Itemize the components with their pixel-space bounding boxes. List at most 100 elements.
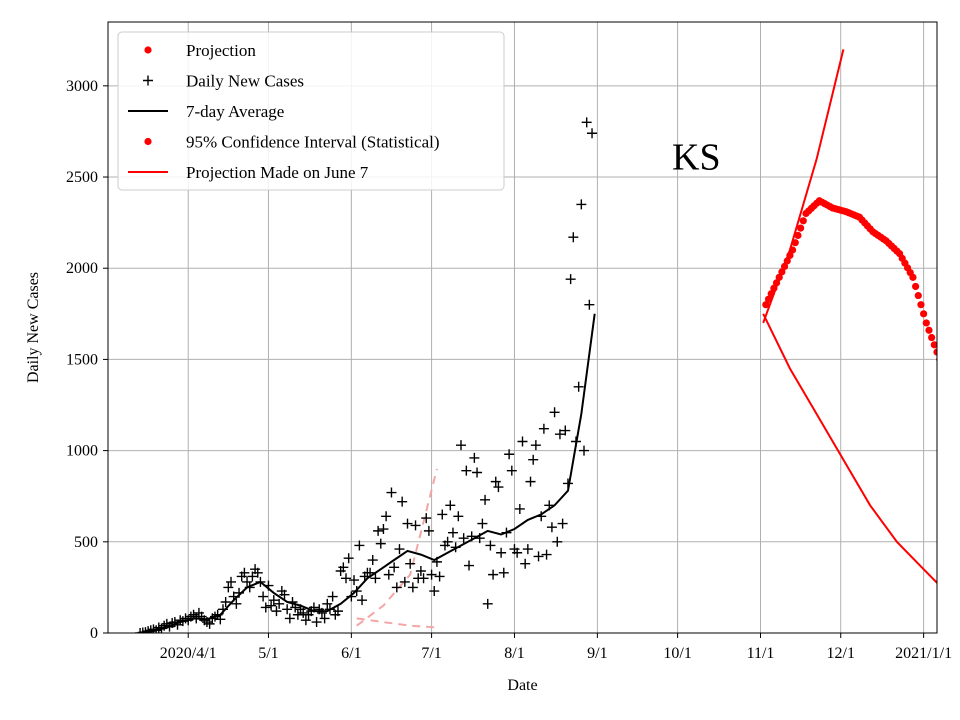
legend-label-projection: Projection bbox=[186, 41, 256, 60]
daily-case-point bbox=[517, 436, 528, 447]
daily-case-point bbox=[410, 520, 421, 531]
daily-case-point bbox=[557, 518, 568, 529]
daily-case-point bbox=[437, 509, 448, 520]
daily-case-point bbox=[450, 542, 461, 553]
projection-point bbox=[797, 224, 805, 232]
daily-case-point bbox=[260, 602, 271, 613]
daily-case-point bbox=[423, 525, 434, 536]
projection-point bbox=[909, 273, 917, 281]
projection-point bbox=[917, 301, 925, 309]
daily-case-point bbox=[458, 533, 469, 544]
daily-case-point bbox=[397, 496, 408, 507]
daily-case-point bbox=[266, 600, 277, 611]
daily-case-point bbox=[405, 558, 416, 569]
legend: Projection Daily New Cases 7-day Average 95… bbox=[117, 31, 505, 191]
legend-label-daily: Daily New Cases bbox=[186, 72, 304, 91]
daily-case-point bbox=[343, 553, 354, 564]
projection-point bbox=[788, 246, 797, 254]
daily-case-point bbox=[378, 524, 389, 535]
daily-case-point bbox=[322, 598, 333, 609]
daily-case-point bbox=[584, 299, 595, 310]
daily-case-point bbox=[327, 591, 338, 602]
daily-case-point bbox=[426, 569, 437, 580]
daily-case-point bbox=[386, 487, 397, 498]
daily-case-point bbox=[538, 423, 549, 434]
legend-marker-projection bbox=[144, 46, 152, 54]
daily-case-point bbox=[512, 547, 523, 558]
y-tick-label: 2500 bbox=[66, 169, 98, 186]
daily-case-point bbox=[525, 476, 536, 487]
y-tick-label: 3000 bbox=[66, 78, 98, 95]
daily-case-point bbox=[191, 613, 202, 624]
daily-case-point bbox=[562, 478, 573, 489]
daily-case-point bbox=[530, 440, 541, 451]
daily-case-point bbox=[252, 567, 263, 578]
daily-case-point bbox=[234, 587, 245, 598]
daily-case-point bbox=[536, 511, 547, 522]
daily-case-point bbox=[570, 436, 581, 447]
daily-case-point bbox=[223, 582, 234, 593]
x-tick-label: 7/1 bbox=[421, 645, 441, 662]
projection-point bbox=[770, 284, 778, 292]
daily-case-point bbox=[442, 536, 453, 547]
daily-case-point bbox=[391, 582, 402, 593]
daily-case-point bbox=[482, 598, 493, 609]
x-axis-label: Date bbox=[507, 677, 537, 694]
daily-case-point bbox=[324, 604, 335, 615]
daily-case-point bbox=[239, 567, 250, 578]
projection-point bbox=[939, 361, 946, 368]
daily-case-point bbox=[244, 582, 255, 593]
legend-marker-daily bbox=[143, 75, 153, 86]
daily-case-point bbox=[226, 576, 237, 587]
daily-case-point bbox=[533, 551, 544, 562]
daily-case-point bbox=[332, 606, 343, 617]
avg-7day-line bbox=[139, 313, 596, 633]
daily-case-point bbox=[477, 518, 488, 529]
y-tick-label: 0 bbox=[90, 625, 98, 642]
daily-case-point bbox=[485, 540, 496, 551]
daily-case-point bbox=[204, 618, 215, 629]
daily-case-point bbox=[565, 274, 576, 285]
daily-case-point bbox=[357, 595, 368, 606]
projection-point bbox=[949, 383, 956, 390]
daily-case-point bbox=[587, 128, 598, 139]
projection-point bbox=[941, 367, 948, 374]
projection-point bbox=[912, 282, 920, 291]
daily-case-point bbox=[506, 465, 517, 476]
daily-case-point bbox=[365, 567, 376, 578]
daily-case-point bbox=[217, 604, 228, 615]
daily-case-point bbox=[370, 573, 381, 584]
daily-case-point bbox=[469, 452, 480, 463]
x-tick-label: 2021/1/1 bbox=[895, 645, 952, 662]
daily-case-point bbox=[156, 623, 167, 633]
daily-case-point bbox=[271, 606, 282, 617]
daily-case-point bbox=[434, 571, 445, 582]
daily-case-point bbox=[429, 586, 440, 597]
daily-case-point bbox=[220, 596, 231, 607]
daily-case-point bbox=[341, 573, 352, 584]
daily-case-point bbox=[394, 544, 405, 555]
x-tick-label: 10/1 bbox=[663, 645, 691, 662]
daily-case-point bbox=[282, 604, 293, 615]
daily-case-point bbox=[418, 573, 429, 584]
plot-area-frame bbox=[107, 21, 938, 634]
projection-point bbox=[933, 348, 937, 356]
daily-case-point bbox=[308, 602, 319, 613]
daily-case-point bbox=[431, 556, 442, 567]
state-annotation: KS bbox=[672, 137, 721, 179]
ci-early-upper-line bbox=[356, 468, 438, 627]
x-tick-label: 9/1 bbox=[587, 645, 607, 662]
daily-case-point bbox=[472, 467, 483, 478]
daily-case-point bbox=[554, 429, 565, 440]
daily-case-point bbox=[402, 518, 413, 529]
daily-case-point bbox=[290, 602, 301, 613]
daily-case-point bbox=[300, 615, 311, 626]
daily-case-point bbox=[455, 440, 466, 451]
projection-point bbox=[925, 326, 933, 334]
daily-case-point bbox=[498, 567, 509, 578]
daily-case-point bbox=[504, 449, 515, 460]
daily-case-point bbox=[228, 591, 239, 602]
daily-case-point bbox=[581, 117, 592, 128]
daily-case-point bbox=[415, 565, 426, 576]
daily-case-point bbox=[576, 199, 587, 210]
